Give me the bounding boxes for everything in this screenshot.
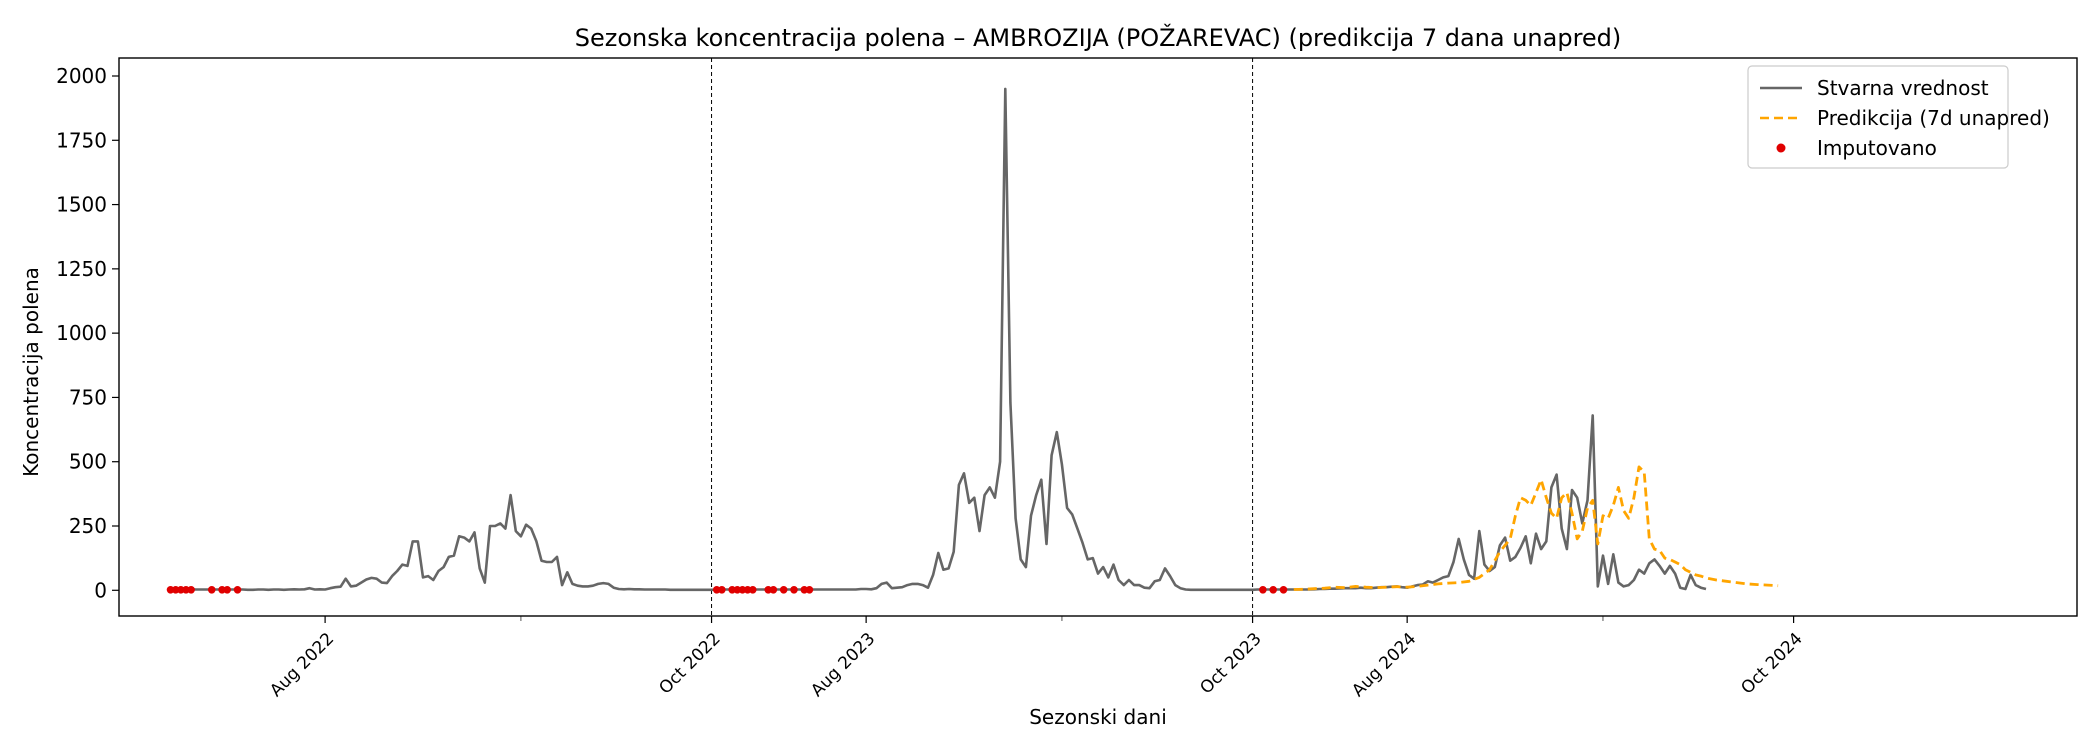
actual-series-line xyxy=(170,87,1707,592)
plot-area xyxy=(166,87,1779,594)
imputed-point xyxy=(1259,585,1267,594)
imputed-point xyxy=(233,585,242,594)
imputed-point xyxy=(1269,585,1277,594)
legend-label: Imputovano xyxy=(1817,136,1937,160)
imputed-point xyxy=(1279,585,1288,594)
y-tick-label: 2000 xyxy=(56,64,107,88)
x-tick-label: Oct 2023 xyxy=(1196,629,1265,698)
axes-frame xyxy=(118,57,2078,617)
x-tick-label: Aug 2023 xyxy=(807,629,879,701)
y-tick-label: 0 xyxy=(94,578,107,602)
y-axis: 0 250 500 750 1000 1250 1500 1750 2000 xyxy=(56,64,119,602)
legend-marker-imputed xyxy=(1776,143,1786,153)
x-axis-label: Sezonski dani xyxy=(1029,705,1167,729)
x-axis: Aug 2022 Oct 2022 Aug 2023 Oct 2023 Aug 2024… xyxy=(266,616,1807,701)
legend-label: Predikcija (7d unapred) xyxy=(1817,106,2050,130)
x-tick-label: Oct 2022 xyxy=(655,629,724,698)
imputed-point xyxy=(769,585,778,594)
imputed-point xyxy=(207,585,216,594)
imputed-point xyxy=(223,585,232,594)
y-tick-label: 1500 xyxy=(56,193,107,217)
imputed-point xyxy=(790,585,798,594)
legend: Stvarna vrednost Predikcija (7d unapred) I… xyxy=(1747,65,2050,169)
imputed-point xyxy=(718,585,726,594)
season-separators xyxy=(711,58,1254,616)
legend-label: Stvarna vrednost xyxy=(1817,76,1989,100)
imputed-point xyxy=(779,585,788,594)
x-tick-label: Aug 2024 xyxy=(1348,629,1420,701)
x-tick-label: Aug 2022 xyxy=(266,629,338,701)
imputed-point xyxy=(187,585,195,594)
y-tick-label: 750 xyxy=(69,385,107,409)
prediction-series-line xyxy=(1293,465,1779,591)
chart-title: Sezonska koncentracija polena – AMBROZIJ… xyxy=(575,23,1622,52)
y-tick-label: 1000 xyxy=(56,321,107,345)
y-tick-label: 250 xyxy=(69,514,107,538)
y-axis-label: Koncentracija polena xyxy=(19,267,43,477)
y-tick-label: 500 xyxy=(69,450,107,474)
y-tick-label: 1750 xyxy=(56,128,107,152)
imputed-point xyxy=(748,585,757,594)
x-tick-label: Oct 2024 xyxy=(1737,629,1806,698)
legend-box xyxy=(1747,65,2009,169)
imputed-point xyxy=(805,585,814,594)
y-tick-label: 1250 xyxy=(56,257,107,281)
